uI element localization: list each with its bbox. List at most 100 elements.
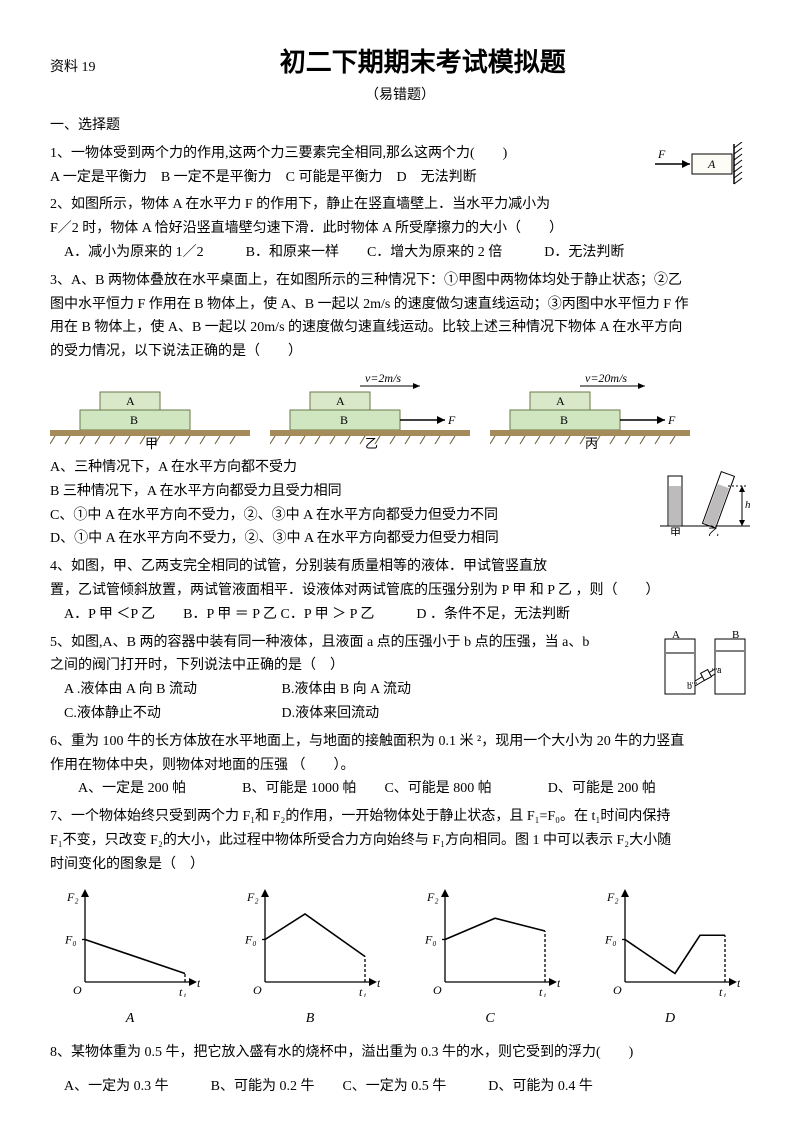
question-6: 6、重为 100 牛的长方体放在水平地面上，与地面的接触面积为 0.1 米 ²，… (50, 730, 750, 801)
subtitle: （易错题） (50, 84, 750, 108)
svg-text:A: A (672, 631, 680, 641)
q4-l2: 置，乙试管倾斜放置，两试管液面相平．设液体对两试管底的压强分别为 P 甲 和 P… (50, 579, 750, 603)
q3-l1: 3、A、B 两物体叠放在水平桌面上，在如图所示的三种情况下：①甲图中两物体均处于… (50, 269, 750, 293)
graph-label-C: C (420, 1007, 560, 1031)
graph-C: F₂ F₀ Ot t₁ C (420, 887, 560, 1032)
label-F: F (657, 147, 666, 161)
q1-text: 1、一物体受到两个力的作用,这两个力三要素完全相同,那么这两个力( ) (50, 142, 750, 166)
q3-l2: 图中水平恒力 F 作用在 B 物体上，使 A、B 一起以 2m/s 的速度做匀速… (50, 293, 750, 317)
graph-A: F₂ F₀ Ot t₁ A (60, 887, 200, 1032)
page-title: 初二下期期末考试模拟题 (96, 40, 751, 84)
graph-label-D: D (600, 1007, 740, 1031)
doc-label: 资料 19 (50, 56, 96, 80)
q7-l2: F₁不变，只改变 F₂的大小，此过程中物体所受合力方向始终与 F₁方向相同。图 … (50, 829, 750, 853)
label-A: A (707, 157, 716, 171)
svg-text:B: B (732, 631, 739, 641)
q3-l4: 的受力情况，以下说法正确的是（ ） (50, 340, 750, 364)
q3-optB: B 三种情况下，A 在水平方向都受力且受力相同 (50, 480, 750, 504)
svg-text:F: F (667, 413, 676, 427)
figure-vessels: A B a b (660, 631, 750, 701)
question-2: 2、如图所示，物体 A 在水平力 F 的作用下，静止在竖直墙壁上．当水平力减小为… (50, 193, 750, 264)
svg-text:A: A (556, 394, 565, 408)
svg-text:O: O (253, 983, 262, 997)
svg-text:B: B (340, 413, 348, 427)
question-7: 7、一个物体始终只受到两个力 F₁和 F₂的作用，一开始物体处于静止状态，且 F… (50, 805, 750, 1031)
svg-text:t₁: t₁ (719, 985, 727, 997)
graph-B: F₂ F₀ Ot t₁ B (240, 887, 380, 1032)
q5-optD: D.液体来回流动 (282, 702, 380, 726)
svg-text:B: B (560, 413, 568, 427)
q8-l1: 8、某物体重为 0.5 牛，把它放入盛有水的烧杯中，溢出重为 0.3 牛的水，则… (50, 1041, 750, 1065)
svg-text:t: t (197, 976, 200, 990)
q4-options: A．P 甲 ＜P 乙 B．P 甲 ＝ P 乙 C．P 甲 ＞ P 乙 D ．条件… (50, 603, 750, 627)
svg-text:v=20m/s: v=20m/s (585, 371, 627, 385)
panel-yi: v=2m/s A B F 乙 (270, 370, 470, 450)
panel-bing: v=20m/s A B F 丙 (490, 370, 690, 450)
svg-text:甲: 甲 (145, 436, 158, 450)
svg-text:a: a (717, 665, 722, 676)
svg-text:t: t (377, 976, 380, 990)
svg-text:t: t (737, 976, 740, 990)
svg-text:甲: 甲 (670, 527, 681, 536)
question-4: 4、如图，甲、乙两支完全相同的试管，分别装有质量相等的液体．甲试管竖直放 置，乙… (50, 555, 750, 626)
graph-label-A: A (60, 1007, 200, 1031)
svg-text:F₀: F₀ (244, 932, 257, 946)
svg-text:v=2m/s: v=2m/s (365, 371, 401, 385)
svg-text:F₀: F₀ (64, 932, 77, 946)
svg-text:O: O (433, 983, 442, 997)
question-8: 8、某物体重为 0.5 牛，把它放入盛有水的烧杯中，溢出重为 0.3 牛的水，则… (50, 1041, 750, 1099)
q7-l3: 时间变化的图象是（ ） (50, 853, 750, 877)
question-3: 3、A、B 两物体叠放在水平桌面上，在如图所示的三种情况下：①甲图中两物体均处于… (50, 269, 750, 551)
q2-l1: 2、如图所示，物体 A 在水平力 F 的作用下，静止在竖直墙壁上．当水平力减小为 (50, 193, 750, 217)
q6-options: A、一定是 200 帕 B、可能是 1000 帕 C、可能是 800 帕 D、可… (50, 777, 750, 801)
svg-text:F₂: F₂ (426, 890, 439, 904)
svg-text:h: h (745, 499, 750, 511)
svg-text:b: b (687, 681, 692, 692)
figure-stacked-blocks: A B 甲 v=2m/s A B F 乙 (50, 370, 750, 450)
svg-text:F₂: F₂ (606, 890, 619, 904)
svg-text:乙: 乙 (365, 436, 378, 450)
q7-l1: 7、一个物体始终只受到两个力 F₁和 F₂的作用，一开始物体处于静止状态，且 F… (50, 805, 750, 829)
q6-l2: 作用在物体中央，则物体对地面的压强 （ ）。 (50, 754, 750, 778)
svg-text:F: F (447, 413, 456, 427)
svg-text:F₀: F₀ (604, 932, 617, 946)
q3-optA: A、三种情况下，A 在水平方向都不受力 (50, 456, 750, 480)
panel-jia: A B 甲 (50, 370, 250, 450)
svg-text:A: A (336, 394, 345, 408)
q5-l1: 5、如图,A、B 两的容器中装有同一种液体，且液面 a 点的压强小于 b 点的压… (50, 631, 750, 655)
svg-text:乙: 乙 (708, 526, 719, 536)
svg-text:t₁: t₁ (539, 985, 547, 997)
svg-text:B: B (130, 413, 138, 427)
q3-optC: C、①中 A 在水平方向不受力，②、③中 A 在水平方向都受力但受力不同 (50, 504, 750, 528)
q1-options: A 一定是平衡力 B 一定不是平衡力 C 可能是平衡力 D 无法判断 (50, 166, 750, 190)
q5-optA: A .液体由 A 向 B 流动 (50, 678, 260, 702)
svg-text:t₁: t₁ (179, 985, 187, 997)
figure-graphs: F₂F₀Ott₁ A F₂F₀Ott₁ B F₂F₀Ott₁ C F₂F₀Ott… (50, 887, 750, 1032)
q2-l2: F／2 时，物体 A 恰好沿竖直墙壁匀速下滑．此时物体 A 所受摩擦力的大小（ … (50, 217, 750, 241)
q5-l2: 之间的阀门打开时，下列说法中正确的是（ ） (50, 654, 750, 678)
svg-text:F₀: F₀ (424, 932, 437, 946)
q6-l1: 6、重为 100 牛的长方体放在水平地面上，与地面的接触面积为 0.1 米 ²，… (50, 730, 750, 754)
q8-options: A、一定为 0.3 牛 B、可能为 0.2 牛 C、一定为 0.5 牛 D、可能… (50, 1075, 750, 1099)
svg-text:丙: 丙 (585, 436, 598, 450)
question-5: 5、如图,A、B 两的容器中装有同一种液体，且液面 a 点的压强小于 b 点的压… (50, 631, 750, 726)
q4-l1: 4、如图，甲、乙两支完全相同的试管，分别装有质量相等的液体．甲试管竖直放 (50, 555, 750, 579)
svg-text:A: A (126, 394, 135, 408)
svg-text:F₂: F₂ (66, 890, 79, 904)
q3-optD: D、①中 A 在水平方向不受力，②、③中 A 在水平方向都受力但受力相同 (50, 527, 750, 551)
section-heading: 一、选择题 (50, 114, 750, 138)
svg-text:O: O (613, 983, 622, 997)
graph-label-B: B (240, 1007, 380, 1031)
svg-text:t: t (557, 976, 560, 990)
figure-tubes: h 甲 乙 (660, 456, 750, 536)
q2-options: A．减小为原来的 1／2 B．和原来一样 C．增大为原来的 2 倍 D．无法判断 (50, 241, 750, 265)
q3-l3: 用在 B 物体上，使 A、B 一起以 20m/s 的速度做匀速直线运动。比较上述… (50, 316, 750, 340)
svg-text:t₁: t₁ (359, 985, 367, 997)
svg-text:O: O (73, 983, 82, 997)
graph-D: F₂ F₀ Ot t₁ D (600, 887, 740, 1032)
question-1: 1、一物体受到两个力的作用,这两个力三要素完全相同,那么这两个力( ) A 一定… (50, 142, 750, 190)
q5-optB: B.液体由 B 向 A 流动 (282, 678, 412, 702)
figure-wall: F A (650, 142, 760, 186)
svg-text:F₂: F₂ (246, 890, 259, 904)
q5-optC: C.液体静止不动 (50, 702, 260, 726)
